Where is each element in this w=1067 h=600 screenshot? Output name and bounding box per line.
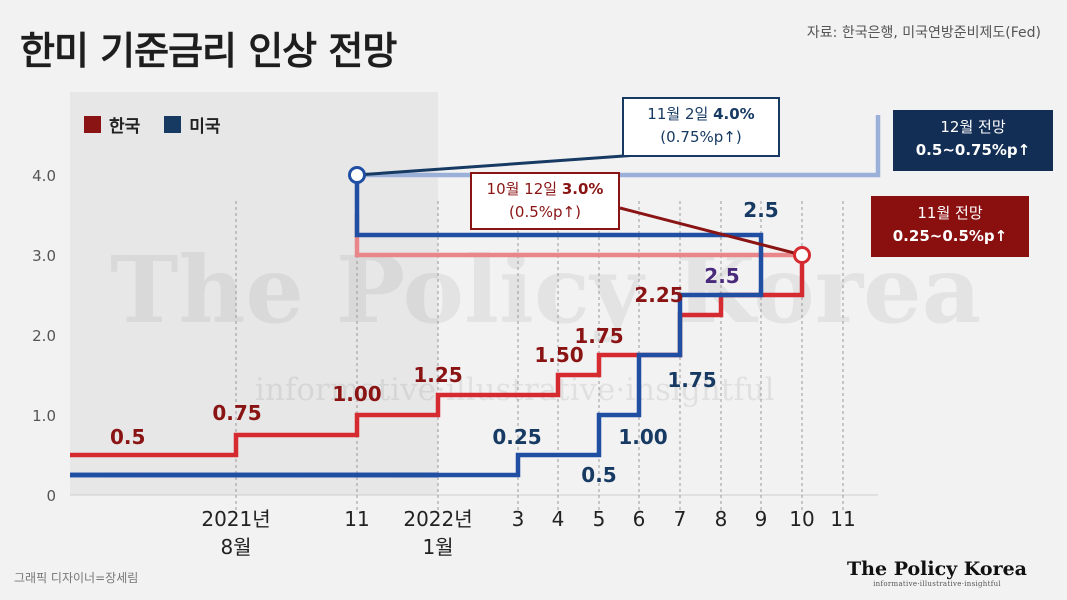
- x-tick-label: 4: [552, 507, 565, 531]
- plot-shaded-region: [70, 92, 438, 495]
- x-tick-label: 10: [789, 507, 814, 531]
- callout-korea-latest: 10월 12일 3.0% (0.5%p↑): [470, 172, 620, 230]
- y-tick-label: 4.0: [32, 167, 56, 185]
- designer-credit: 그래픽 디자이너=장세림: [14, 571, 139, 585]
- us-value-label: 1.00: [618, 425, 667, 449]
- forecast-box-us: 12월 전망 0.5~0.75%p↑: [893, 110, 1053, 171]
- korea-value-label: 2.5: [704, 264, 739, 288]
- x-tick-label: 3: [512, 507, 525, 531]
- callout-us-rate: 4.0%: [713, 105, 755, 123]
- legend: 한국 미국: [84, 112, 221, 137]
- korea-value-label: 0.5: [110, 425, 145, 449]
- forecast-korea-range: 0.25~0.5%p↑: [892, 227, 1008, 245]
- forecast-korea-title: 11월 전망: [917, 204, 983, 222]
- source-note: 자료: 한국은행, 미국연방준비제도(Fed): [806, 25, 1041, 41]
- watermark-text: The Policy Korea: [110, 236, 981, 344]
- callout-korea-rate: 3.0%: [561, 180, 604, 198]
- us-value-label: 0.5: [581, 463, 616, 487]
- y-tick-label: 0: [46, 487, 56, 505]
- chart-title: 한미 기준금리 인상 전망: [20, 29, 397, 73]
- x-tick-label: 5: [593, 507, 606, 531]
- korea-rate-line: [70, 255, 805, 458]
- forecast-us-title: 12월 전망: [940, 118, 1006, 136]
- korea-value-label: 1.50: [534, 343, 583, 367]
- us-value-label: 1.75: [667, 368, 716, 392]
- x-tick-label-line2: 1월: [422, 535, 453, 559]
- logo-name: The Policy Korea: [847, 558, 1027, 580]
- callout-us-date: 11월 2일: [647, 105, 714, 123]
- x-tick-label: 9: [755, 507, 768, 531]
- x-tick-label-line2: 8월: [220, 535, 251, 559]
- x-tick-label: 6: [633, 507, 646, 531]
- legend-swatch-korea: [84, 116, 101, 133]
- korea-value-label: 1.00: [332, 382, 381, 406]
- x-tick-label: 2021년: [201, 507, 270, 531]
- callout-korea-change: (0.5%p↑): [509, 203, 581, 221]
- us-rate-line: [70, 175, 764, 478]
- callout-us-change: (0.75%p↑): [660, 128, 742, 146]
- callout-korea-date: 10월 12일: [486, 180, 562, 198]
- publisher-logo: The Policy Korea informative·illustrativ…: [847, 558, 1027, 588]
- korea-value-label: 1.75: [574, 324, 623, 348]
- us-value-label: 2.5: [743, 198, 778, 222]
- forecast-box-korea: 11월 전망 0.25~0.5%p↑: [871, 196, 1029, 257]
- legend-item-us: 미국: [164, 112, 221, 137]
- forecast-us-range: 0.5~0.75%p↑: [915, 141, 1031, 159]
- x-tick-label: 2022년: [403, 507, 472, 531]
- x-tick-label: 7: [674, 507, 687, 531]
- y-tick-label: 2.0: [32, 327, 56, 345]
- callout-us-latest: 11월 2일 4.0% (0.75%p↑): [622, 97, 780, 157]
- x-tick-label: 11: [344, 507, 369, 531]
- us-latest-marker: [348, 166, 366, 184]
- watermark-subtext: informative·illustrative·insightful: [255, 372, 775, 408]
- x-tick-label: 8: [715, 507, 728, 531]
- legend-label-korea: 한국: [109, 117, 141, 137]
- korea-value-label: 0.75: [212, 401, 261, 425]
- korea-latest-marker: [793, 246, 811, 264]
- korea-value-label: 1.25: [413, 363, 462, 387]
- callout-korea-leader: [619, 206, 803, 257]
- y-tick-label: 3.0: [32, 247, 56, 265]
- legend-label-us: 미국: [189, 117, 221, 137]
- logo-tagline: informative·illustrative·insightful: [873, 580, 1001, 588]
- y-tick-label: 1.0: [32, 407, 56, 425]
- x-tick-label: 11: [830, 507, 855, 531]
- us-value-label: 0.25: [492, 425, 541, 449]
- legend-swatch-us: [164, 116, 182, 133]
- korea-value-label: 2.25: [634, 283, 683, 307]
- legend-item-korea: 한국: [84, 112, 140, 137]
